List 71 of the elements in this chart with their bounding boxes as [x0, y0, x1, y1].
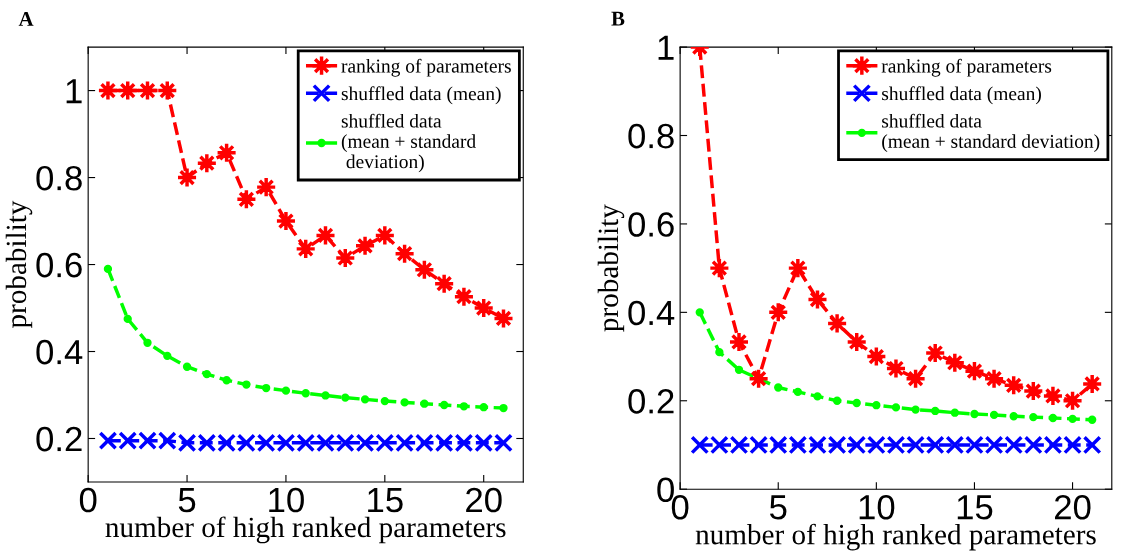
point: [774, 383, 783, 392]
y-tick-label: 1: [66, 79, 82, 104]
y-tick-label: 0.2: [36, 426, 82, 452]
legend-label: shuffled data (mean + standard deviation): [882, 113, 1100, 152]
x-tick-label: 20: [466, 487, 502, 513]
y-axis-title: probability: [597, 204, 625, 332]
x-axis-title: number of high ranked parameters: [105, 516, 506, 544]
point: [182, 362, 192, 371]
point: [931, 406, 940, 416]
point: [1009, 412, 1018, 421]
point: [439, 400, 449, 410]
point: [1088, 415, 1097, 424]
legend-label: ranking of parameters: [341, 58, 511, 77]
point: [123, 314, 132, 324]
point: [715, 347, 724, 357]
chart-title: B: [611, 11, 625, 26]
point: [852, 398, 861, 408]
point: [163, 351, 172, 361]
point: [459, 402, 469, 411]
point: [872, 401, 881, 410]
x-tick-label: 10: [859, 494, 895, 520]
point: [832, 396, 842, 405]
point: [950, 408, 959, 417]
point: [813, 392, 822, 401]
point: [695, 308, 704, 317]
point: [341, 393, 350, 402]
legend-label: ranking of parameters: [881, 58, 1052, 77]
y-tick-label: 0.4: [628, 300, 675, 326]
point: [989, 410, 999, 420]
y-tick-label: 0.8: [628, 123, 674, 149]
y-tick-label: 0.4: [36, 339, 83, 365]
legend-label: shuffled data (mean): [341, 86, 501, 105]
x-tick-label: 5: [769, 495, 787, 520]
point: [400, 398, 409, 407]
point: [301, 389, 310, 398]
point: [261, 383, 271, 393]
x-tick-label: 15: [368, 488, 403, 513]
y-axis-title: probability: [5, 200, 33, 329]
point: [321, 391, 330, 400]
point: [103, 264, 113, 274]
point: [281, 386, 291, 395]
x-axis-title: number of high ranked parameters: [695, 523, 1096, 551]
y-tick-label: 1: [658, 35, 674, 60]
y-tick-label: 0.2: [628, 389, 674, 414]
point: [420, 399, 429, 408]
point: [891, 403, 901, 412]
point: [242, 380, 251, 389]
x-tick-label: 10: [269, 487, 304, 513]
point: [970, 409, 979, 419]
point: [793, 387, 803, 397]
x-tick-label: 15: [957, 495, 993, 520]
x-tick-label: 5: [178, 488, 196, 513]
x-tick-label: 20: [1054, 494, 1091, 520]
y-tick-label: 0.8: [36, 165, 82, 191]
point: [143, 338, 152, 347]
point: [360, 395, 370, 404]
chart-title: A: [18, 11, 34, 26]
point: [1068, 414, 1077, 424]
point: [911, 405, 920, 414]
y-tick-label: 0.6: [628, 212, 674, 237]
point: [1029, 412, 1038, 422]
point: [479, 403, 488, 412]
y-tick-label: 0.6: [36, 252, 82, 278]
point: [1048, 413, 1058, 423]
point: [734, 365, 744, 374]
point: [499, 403, 508, 413]
point: [380, 396, 389, 406]
legend-label: shuffled data (mean + standard deviation): [341, 113, 476, 173]
point: [202, 369, 211, 379]
legend-label: shuffled data (mean): [882, 86, 1041, 105]
point: [222, 376, 231, 385]
